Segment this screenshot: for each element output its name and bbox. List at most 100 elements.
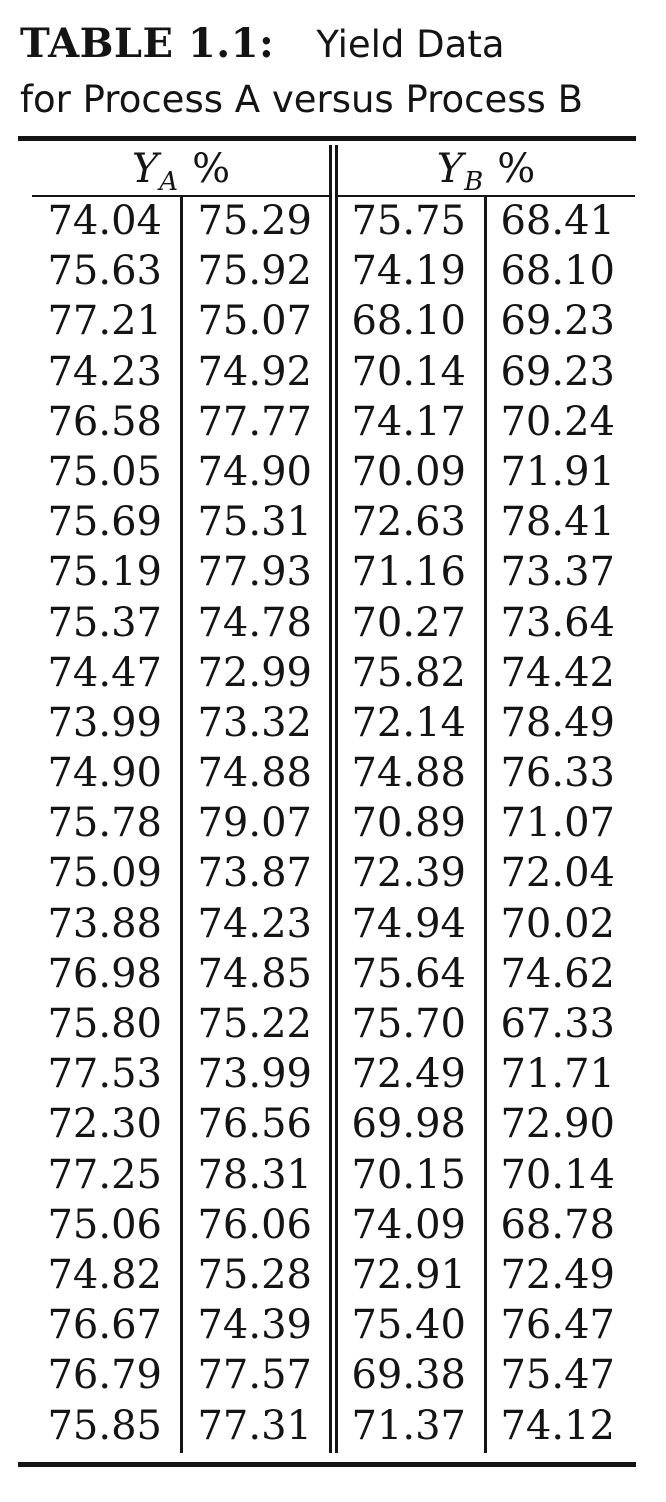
table-cell: 74.85 bbox=[197, 950, 312, 997]
table-cell: 75.92 bbox=[197, 248, 312, 295]
header-b-symbol: Y bbox=[436, 146, 464, 192]
table-cell: 72.14 bbox=[351, 699, 466, 746]
table-label: TABLE 1.1: bbox=[20, 20, 275, 67]
table-cell: 75.19 bbox=[47, 549, 162, 596]
table-cell: 76.56 bbox=[197, 1101, 312, 1148]
table-cell: 75.28 bbox=[197, 1251, 312, 1298]
table-cell: 69.98 bbox=[351, 1101, 466, 1148]
header-a-symbol: Y bbox=[131, 146, 159, 192]
header-rule-right bbox=[338, 195, 635, 197]
table-cell: 71.37 bbox=[351, 1402, 466, 1449]
table-cell: 69.23 bbox=[500, 348, 615, 395]
table-cell: 75.75 bbox=[351, 198, 466, 244]
table-cell: 74.92 bbox=[197, 348, 312, 395]
header-a-subscript: A bbox=[159, 167, 179, 197]
table-cell: 71.07 bbox=[500, 800, 615, 847]
table-title: Yield Data bbox=[316, 23, 505, 66]
table-cell: 74.04 bbox=[47, 198, 162, 244]
table-cell: 71.16 bbox=[351, 549, 466, 596]
table-cell: 68.78 bbox=[500, 1201, 615, 1248]
table-cell: 74.23 bbox=[197, 900, 312, 947]
table-cell: 74.94 bbox=[351, 900, 466, 947]
header-b-subscript: B bbox=[464, 167, 484, 197]
table-cell: 75.37 bbox=[47, 599, 162, 646]
table-cell: 77.57 bbox=[197, 1352, 312, 1399]
table-cell: 76.06 bbox=[197, 1201, 312, 1248]
table-cell: 69.38 bbox=[351, 1352, 466, 1399]
table-cell: 70.15 bbox=[351, 1151, 466, 1198]
table-cell: 73.32 bbox=[197, 699, 312, 746]
column-b2: 68.41 68.10 69.23 69.23 70.24 71.91 78.41 73.37… bbox=[497, 196, 615, 1451]
caption-line-1: TABLE 1.1: Yield Data bbox=[20, 18, 650, 70]
bottom-rule bbox=[18, 1462, 636, 1467]
table-cell: 71.91 bbox=[500, 448, 615, 495]
table-cell: 77.93 bbox=[197, 549, 312, 596]
table-cell: 75.22 bbox=[197, 1001, 312, 1047]
table-caption: TABLE 1.1: Yield Data for Process A versu… bbox=[20, 18, 650, 126]
table-cell: 75.64 bbox=[351, 950, 466, 997]
table-cell: 72.99 bbox=[197, 649, 312, 696]
table-cell: 75.40 bbox=[351, 1302, 466, 1349]
table-cell: 76.33 bbox=[500, 750, 615, 797]
table-cell: 73.64 bbox=[500, 599, 615, 646]
column-divider-b bbox=[484, 197, 487, 1453]
table-cell: 75.82 bbox=[351, 649, 466, 696]
table-cell: 74.88 bbox=[351, 750, 466, 797]
table-cell: 74.39 bbox=[197, 1302, 312, 1349]
table-cell: 77.21 bbox=[47, 298, 162, 345]
table-cell: 74.90 bbox=[197, 448, 312, 495]
table-cell: 70.27 bbox=[351, 599, 466, 646]
table-cell: 77.25 bbox=[47, 1151, 162, 1198]
table-cell: 75.63 bbox=[47, 248, 162, 295]
table-cell: 72.90 bbox=[500, 1101, 615, 1148]
column-a1: 74.04 75.63 77.21 74.23 76.58 75.05 75.69 75.19… bbox=[40, 196, 162, 1451]
table-cell: 70.09 bbox=[351, 448, 466, 495]
column-divider-a bbox=[180, 197, 183, 1453]
header-process-a: YA% bbox=[34, 143, 328, 197]
table-cell: 77.53 bbox=[47, 1051, 162, 1098]
table-cell: 75.07 bbox=[197, 298, 312, 345]
table-cell: 74.23 bbox=[47, 348, 162, 395]
table-cell: 76.98 bbox=[47, 950, 162, 997]
table-cell: 74.82 bbox=[47, 1251, 162, 1298]
table-cell: 72.30 bbox=[47, 1101, 162, 1148]
table-cell: 76.58 bbox=[47, 398, 162, 445]
table-cell: 70.14 bbox=[500, 1151, 615, 1198]
table-subtitle: for Process A versus Process B bbox=[20, 78, 583, 121]
table-cell: 74.12 bbox=[500, 1402, 615, 1449]
header-rule-left bbox=[32, 195, 330, 197]
table-cell: 72.91 bbox=[351, 1251, 466, 1298]
table-cell: 76.67 bbox=[47, 1302, 162, 1349]
group-divider-right bbox=[335, 145, 338, 1453]
table-cell: 75.05 bbox=[47, 448, 162, 495]
table-cell: 70.02 bbox=[500, 900, 615, 947]
table-cell: 73.99 bbox=[47, 699, 162, 746]
table-cell: 72.04 bbox=[500, 850, 615, 897]
table-cell: 79.07 bbox=[197, 800, 312, 847]
header-a-unit: % bbox=[192, 146, 231, 192]
group-divider-left bbox=[329, 145, 332, 1453]
table-cell: 75.31 bbox=[197, 499, 312, 546]
header-process-b: YB% bbox=[338, 143, 634, 197]
table-cell: 72.49 bbox=[351, 1051, 466, 1098]
table-cell: 73.87 bbox=[197, 850, 312, 897]
table-cell: 67.33 bbox=[500, 1001, 615, 1047]
table-cell: 72.63 bbox=[351, 499, 466, 546]
table-cell: 73.88 bbox=[47, 900, 162, 947]
table-cell: 77.31 bbox=[197, 1402, 312, 1449]
table-cell: 74.78 bbox=[197, 599, 312, 646]
column-a2: 75.29 75.92 75.07 74.92 77.77 74.90 75.31 77.93… bbox=[194, 196, 312, 1451]
table-cell: 78.31 bbox=[197, 1151, 312, 1198]
table-cell: 74.88 bbox=[197, 750, 312, 797]
table-cell: 75.80 bbox=[47, 1001, 162, 1047]
table-cell: 74.42 bbox=[500, 649, 615, 696]
table-cell: 75.69 bbox=[47, 499, 162, 546]
table-cell: 75.47 bbox=[500, 1352, 615, 1399]
table-cell: 74.19 bbox=[351, 248, 466, 295]
table-cell: 73.99 bbox=[197, 1051, 312, 1098]
table-cell: 76.79 bbox=[47, 1352, 162, 1399]
table-cell: 68.41 bbox=[500, 198, 615, 244]
table-cell: 70.14 bbox=[351, 348, 466, 395]
table-cell: 72.49 bbox=[500, 1251, 615, 1298]
column-b1: 75.75 74.19 68.10 70.14 74.17 70.09 72.63 71.16… bbox=[348, 196, 466, 1451]
